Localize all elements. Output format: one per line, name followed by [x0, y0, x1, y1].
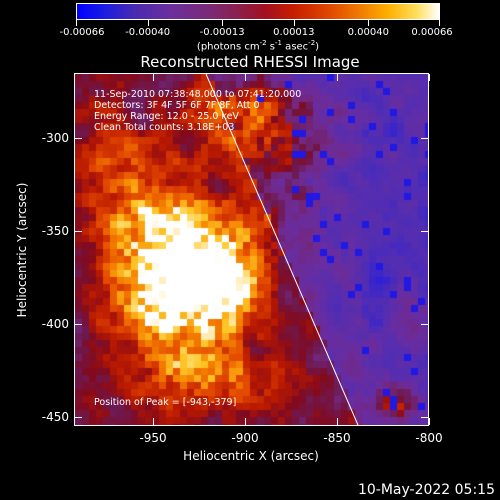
rhessi-image-heatmap — [75, 74, 428, 425]
y-tick-mark — [421, 230, 428, 232]
colorbar-tick-mark — [76, 20, 77, 26]
y-tick-label: -300 — [41, 131, 69, 146]
x-tick-label: -950 — [139, 431, 167, 445]
time-range-text: 11-Sep-2010 07:38:48.000 to 07:41:20.000 — [94, 89, 302, 100]
observation-info: 11-Sep-2010 07:38:48.000 to 07:41:20.000… — [94, 89, 301, 133]
y-tick-mark — [75, 416, 82, 418]
x-tick-label: -850 — [323, 431, 351, 445]
colorbar-tick-mark — [222, 20, 224, 26]
colorbar — [76, 3, 440, 20]
plot-frame — [74, 73, 429, 426]
colorbar-tick-mark — [368, 20, 370, 26]
colorbar-unit-label: (photons cm-2 s-1 asec-2) — [196, 39, 320, 53]
y-tick-mark — [421, 138, 428, 140]
y-tick-mark — [75, 138, 82, 140]
x-tick-mark — [337, 418, 339, 425]
y-tick-mark — [75, 323, 82, 325]
x-tick-mark — [153, 418, 155, 425]
plot-title: Reconstructed RHESSI Image — [140, 53, 360, 71]
detectors-text: Detectors: 3F 4F 5F 6F 7F 8F, Att 0 — [94, 100, 260, 111]
x-tick-mark — [245, 418, 247, 425]
clean-counts-text: Clean Total counts: 3.18E+03 — [94, 122, 235, 133]
x-tick-label: -800 — [415, 431, 443, 445]
y-tick-mark — [75, 230, 82, 232]
energy-range-text: Energy Range: 12.0 - 25.0 keV — [94, 111, 239, 122]
colorbar-tick-mark — [147, 20, 149, 26]
footer-date: 10-May-2022 05:15 — [357, 482, 495, 498]
y-tick-mark — [421, 416, 428, 418]
y-axis-label: Heliocentric Y (arcsec) — [15, 182, 29, 318]
y-tick-label: -450 — [41, 409, 69, 424]
y-tick-label: -400 — [41, 316, 69, 331]
colorbar-ticks — [76, 20, 440, 26]
x-tick-mark — [245, 74, 247, 81]
x-axis-label: Heliocentric X (arcsec) — [183, 449, 319, 463]
x-tick-mark — [337, 74, 339, 81]
colorbar-tick-label: -0.00066 — [59, 27, 105, 38]
limb-curve — [205, 74, 359, 425]
colorbar-tick-label: 0.00013 — [273, 27, 315, 38]
solar-limb-line — [205, 74, 359, 425]
colorbar-gradient — [77, 4, 439, 19]
x-tick-mark — [429, 74, 430, 81]
y-tick-label: -350 — [41, 223, 69, 238]
colorbar-tick-mark — [293, 20, 295, 26]
x-tick-label: -900 — [231, 431, 259, 445]
x-tick-mark — [153, 74, 155, 81]
colorbar-tick-label: 0.00040 — [347, 27, 389, 38]
colorbar-tick-label: -0.00040 — [125, 27, 171, 38]
y-tick-mark — [421, 323, 428, 325]
peak-position-text: Position of Peak = [-943,-379] — [94, 397, 237, 408]
colorbar-tick-label: -0.00013 — [199, 27, 245, 38]
x-tick-mark — [429, 418, 430, 425]
colorbar-tick-mark — [439, 20, 440, 26]
colorbar-tick-label: 0.00066 — [411, 27, 453, 38]
